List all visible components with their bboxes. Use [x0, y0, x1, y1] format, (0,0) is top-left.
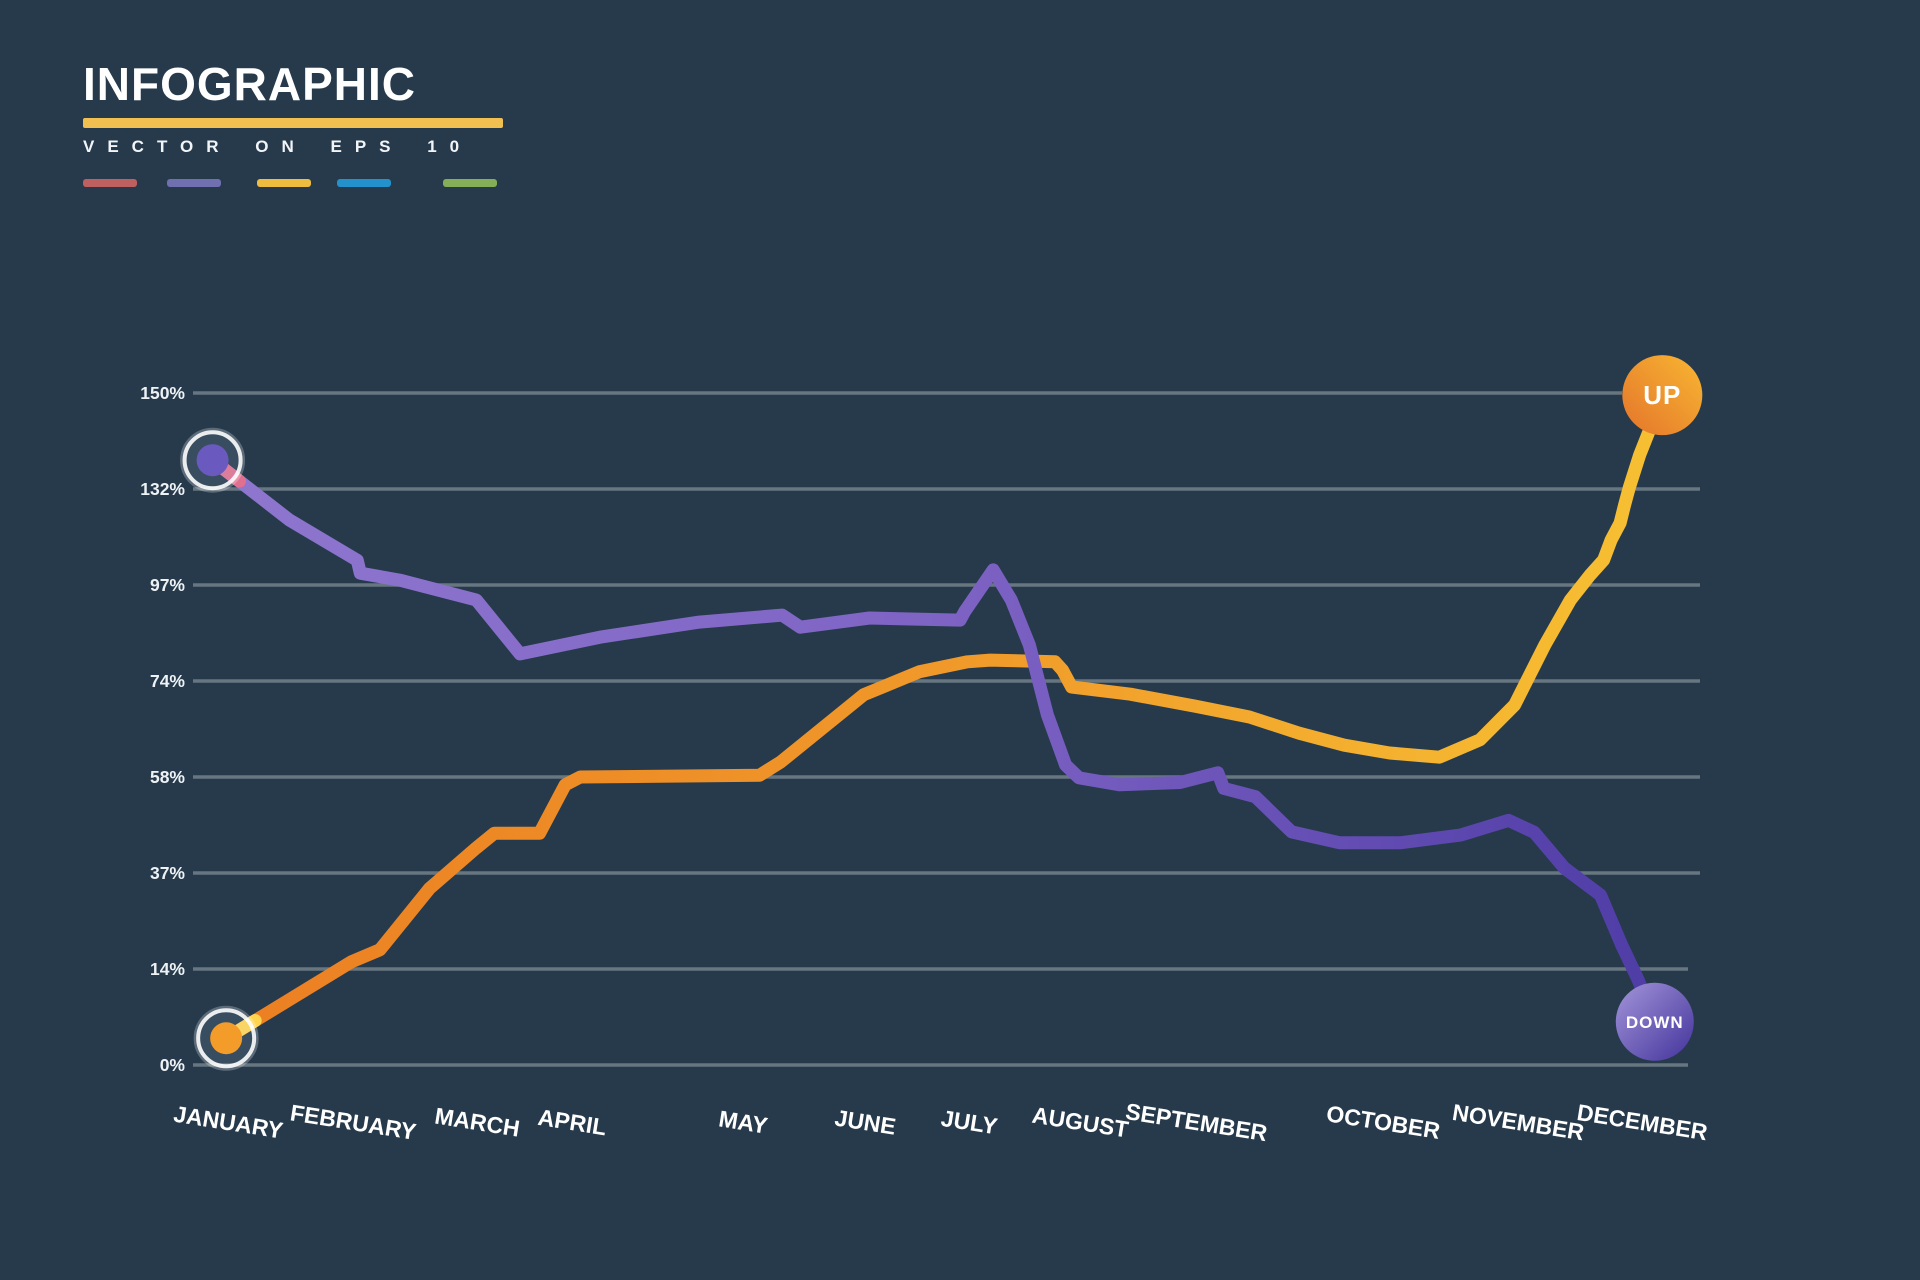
down-badge-circle: [1615, 982, 1694, 1061]
month-label-november: NOVEMBER: [1451, 1099, 1587, 1146]
month-label-february: FEBRUARY: [289, 1099, 418, 1145]
title-underline: [83, 118, 503, 129]
grid-lines: [193, 391, 1700, 1067]
y-tick-58%: 58%: [150, 767, 185, 787]
down-trend-line: [206, 453, 1662, 1029]
x-axis-labels: JANUARY FEBRUARY MARCH APRIL MAY JUNE JULY AUGU…: [172, 1098, 1710, 1146]
marker-halo: [193, 1005, 259, 1071]
legend-dash-5: [443, 179, 497, 188]
y-tick-14%: 14%: [150, 959, 185, 979]
legend-dash-2: [167, 179, 221, 188]
y-tick-132%: 132%: [140, 479, 185, 499]
up-badge: UP: [1622, 355, 1703, 436]
y-tick-37%: 37%: [150, 863, 185, 883]
y-tick-0%: 0%: [160, 1055, 186, 1075]
legend-dash-3: [257, 179, 311, 188]
up-start-marker: [193, 1005, 259, 1071]
month-label-january: JANUARY: [172, 1101, 285, 1144]
up-trend-line: [219, 388, 1669, 1045]
month-label-august: AUGUST: [1030, 1102, 1130, 1143]
y-axis-labels: 150% 132% 97% 74% 58% 37% 14% 0%: [140, 383, 185, 1075]
header: INFOGRAPHIC VECTOR ON EPS 10: [83, 58, 543, 188]
month-label-april: APRIL: [536, 1104, 608, 1140]
y-tick-74%: 74%: [150, 671, 185, 691]
legend-dash-4: [337, 179, 391, 188]
month-label-march: MARCH: [433, 1103, 522, 1142]
month-label-june: JUNE: [833, 1104, 898, 1139]
marker-halo: [180, 427, 246, 493]
month-label-may: MAY: [717, 1105, 769, 1138]
marker-dot: [210, 1022, 243, 1055]
month-label-july: JULY: [939, 1105, 999, 1140]
up-badge-label: UP: [1643, 380, 1681, 410]
y-tick-150%: 150%: [140, 383, 185, 403]
down-start-marker: [180, 427, 246, 493]
subtitle: VECTOR ON EPS 10: [83, 137, 473, 157]
up-badge-circle: [1622, 355, 1703, 436]
page-title: INFOGRAPHIC: [83, 58, 416, 110]
legend-dashes: [83, 179, 523, 188]
down-badge: DOWN: [1615, 982, 1694, 1061]
marker-dot: [196, 444, 229, 477]
down-badge-label: DOWN: [1626, 1013, 1684, 1032]
month-label-october: OCTOBER: [1325, 1100, 1443, 1144]
month-label-september: SEPTEMBER: [1124, 1098, 1270, 1146]
month-label-december: DECEMBER: [1575, 1099, 1709, 1145]
y-tick-97%: 97%: [150, 575, 185, 595]
legend-dash-1: [83, 179, 137, 188]
